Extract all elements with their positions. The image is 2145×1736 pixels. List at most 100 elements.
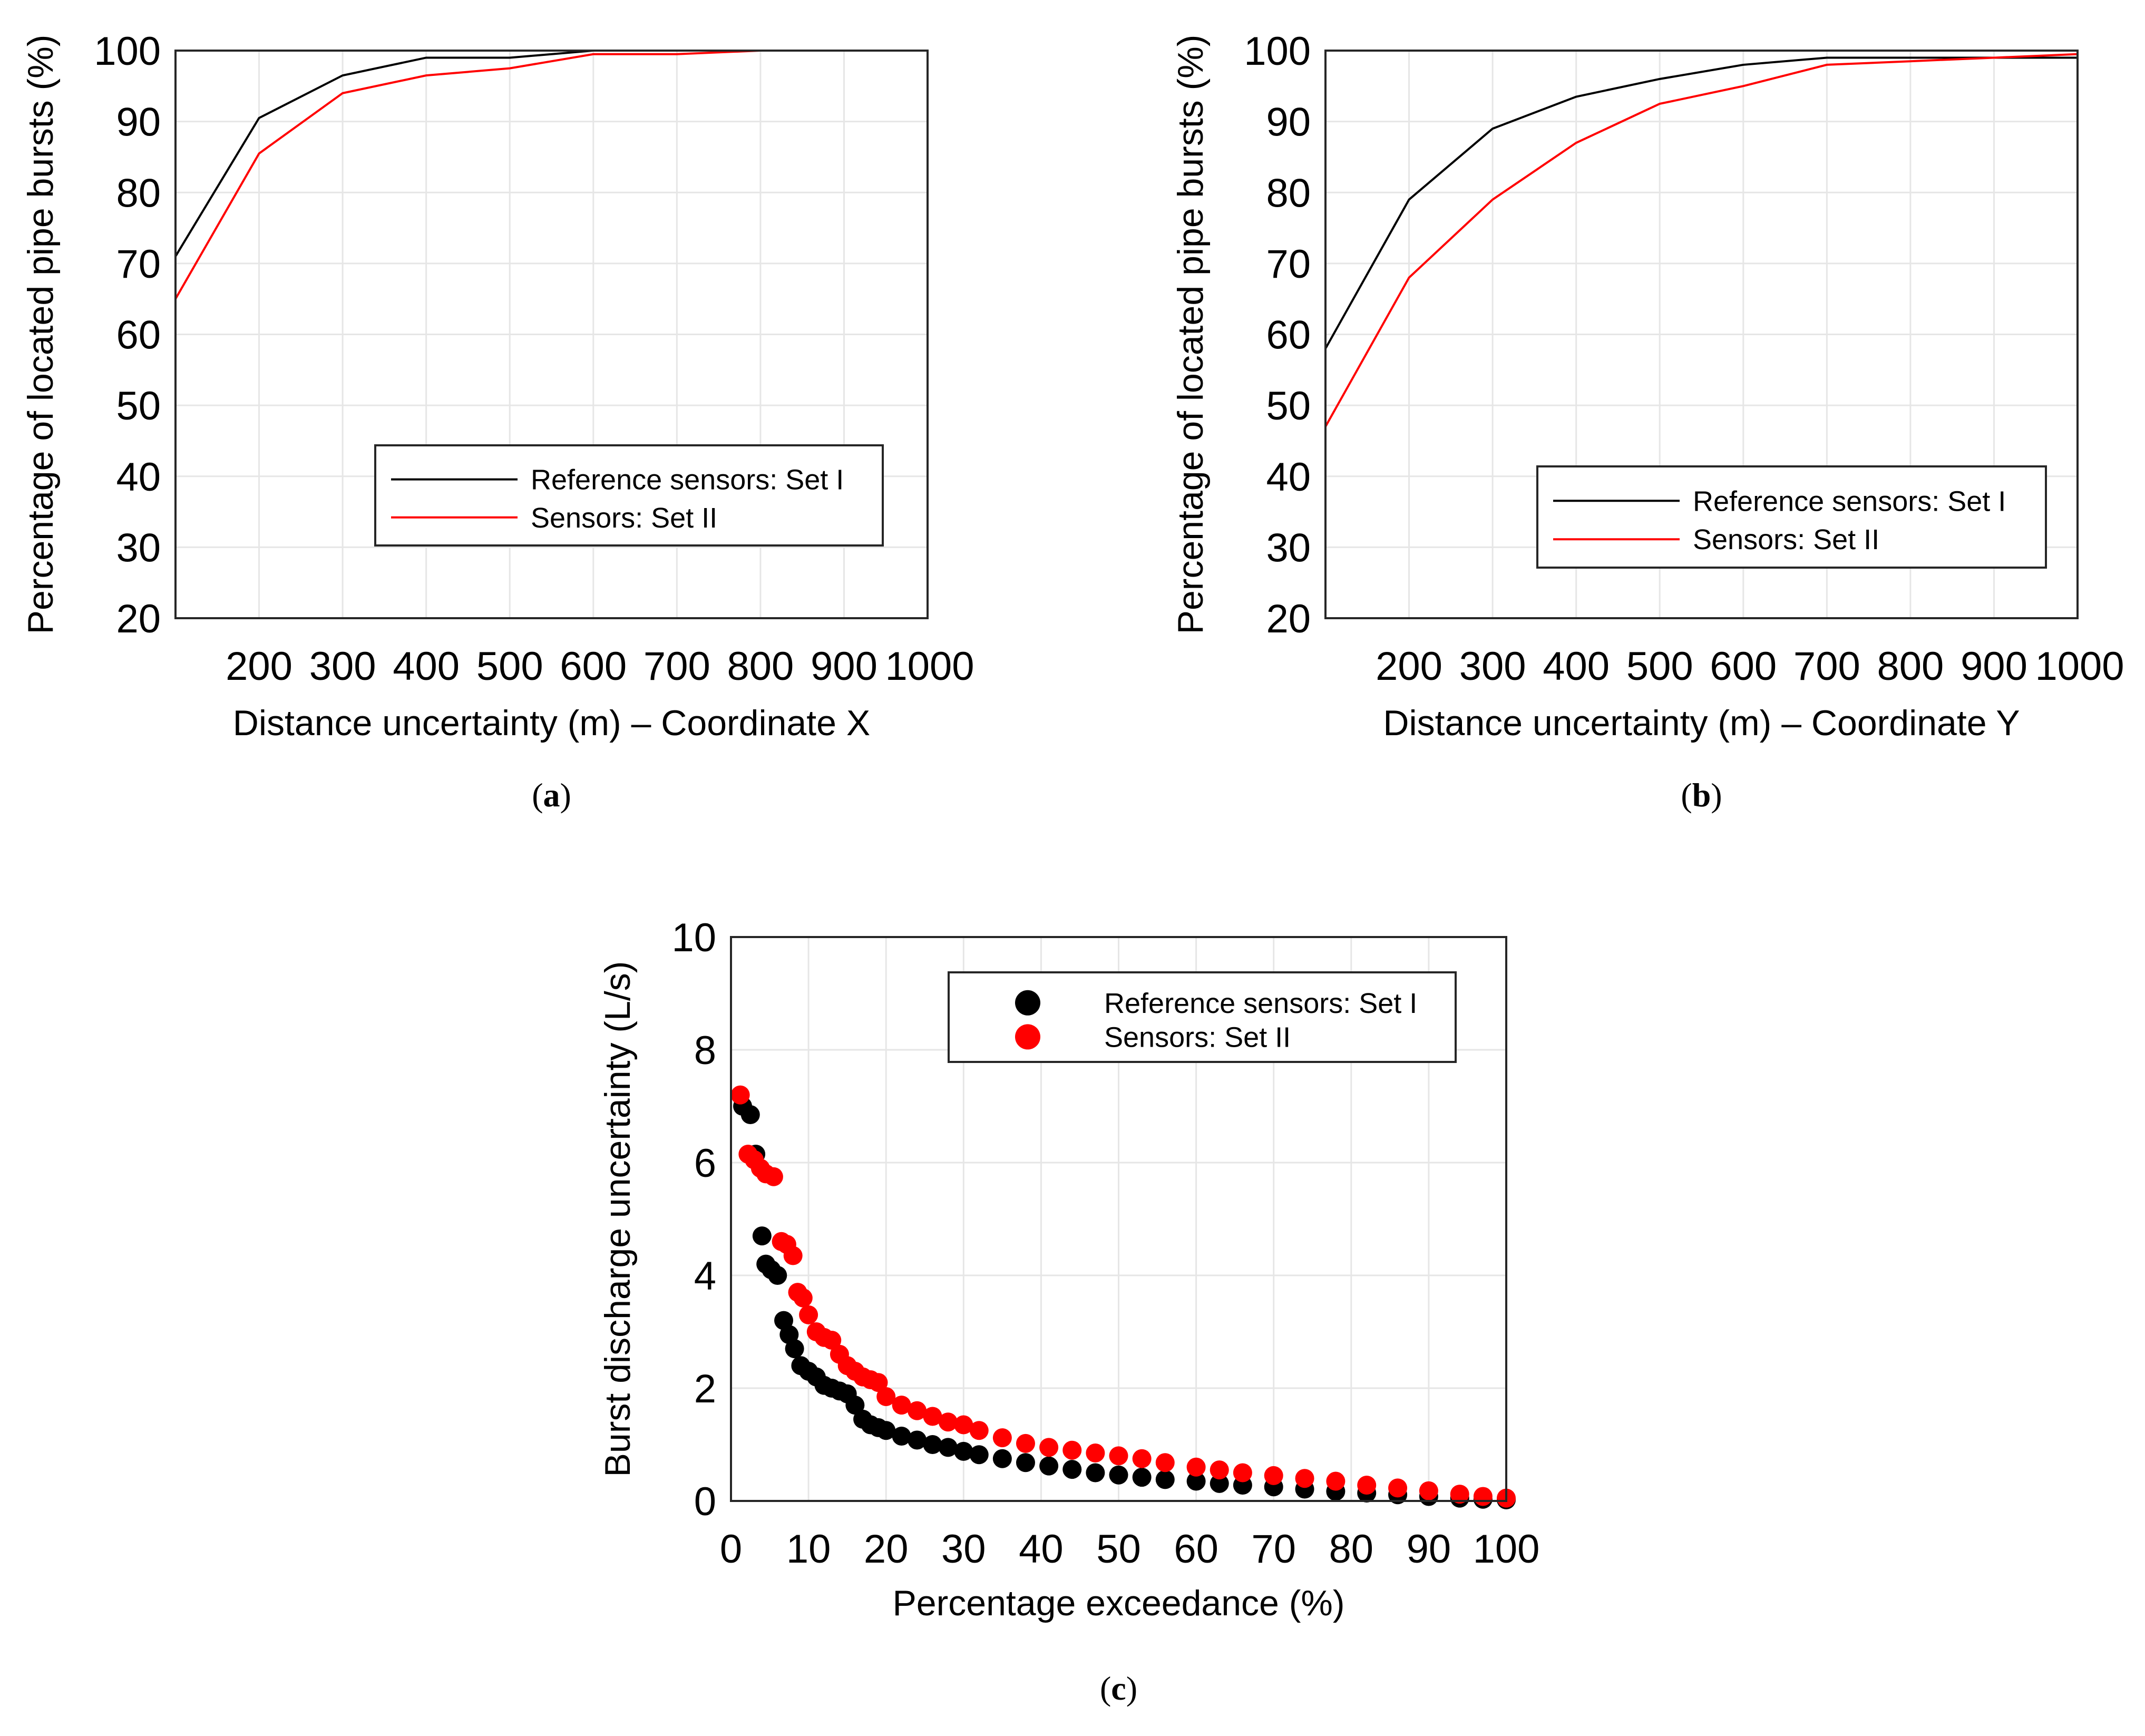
legend-label-set-1: Reference sensors: Set I xyxy=(1104,988,1417,1019)
y-tick-label: 60 xyxy=(116,313,161,358)
plot-frame xyxy=(174,50,929,619)
data-point-set-2 xyxy=(954,1415,973,1435)
data-point-set-1 xyxy=(785,1339,804,1359)
legend-box xyxy=(1536,465,2047,569)
y-tick-label: 70 xyxy=(1266,242,1311,287)
panel-label-close: ) xyxy=(560,776,571,814)
data-point-set-1 xyxy=(752,1226,772,1246)
data-point-set-1 xyxy=(1016,1453,1035,1472)
x-tick-label: 30 xyxy=(941,1527,986,1572)
data-point-set-2 xyxy=(876,1387,896,1407)
data-point-set-2 xyxy=(992,1428,1012,1448)
data-point-set-2 xyxy=(1326,1471,1345,1491)
y-tick-label: 90 xyxy=(1266,100,1311,145)
y-tick-label: 2 xyxy=(694,1367,716,1411)
data-point-set-1 xyxy=(1039,1456,1059,1476)
legend-label-set-2: Sensors: Set II xyxy=(531,502,717,534)
x-tick-label: 1000 xyxy=(2035,644,2124,689)
data-point-set-2 xyxy=(793,1288,813,1308)
series-line-set-1 xyxy=(175,51,928,257)
data-point-set-1 xyxy=(1109,1465,1128,1485)
data-point-set-1 xyxy=(1155,1470,1175,1489)
x-tick-label: 700 xyxy=(643,644,710,689)
data-point-set-1 xyxy=(954,1441,973,1461)
x-tick-label: 600 xyxy=(560,644,627,689)
panel-label-letter: c xyxy=(1111,1670,1126,1707)
x-axis-label: Distance uncertainty (m) – Coordinate Y xyxy=(1383,703,2020,743)
data-point-set-2 xyxy=(1264,1466,1283,1485)
data-point-set-2 xyxy=(1210,1460,1229,1480)
data-point-set-1 xyxy=(908,1430,927,1450)
data-point-set-1 xyxy=(845,1396,865,1415)
x-tick-label: 60 xyxy=(1174,1527,1218,1572)
y-tick-label: 80 xyxy=(116,171,161,216)
data-point-set-2 xyxy=(938,1412,958,1432)
y-tick-label: 20 xyxy=(116,597,161,641)
data-point-set-1 xyxy=(1062,1460,1082,1479)
y-tick-label: 20 xyxy=(1266,597,1311,641)
x-tick-label: 300 xyxy=(1459,644,1526,689)
panel-label-open: ( xyxy=(532,776,543,814)
plot-frame xyxy=(730,936,1507,1502)
x-tick-label: 10 xyxy=(786,1527,831,1572)
panel-label: (a) xyxy=(532,776,571,814)
data-point-set-1 xyxy=(740,1105,760,1125)
x-tick-label: 40 xyxy=(1019,1527,1064,1572)
data-point-set-2 xyxy=(1132,1449,1152,1468)
series-line-set-2 xyxy=(175,51,928,300)
data-point-set-2 xyxy=(869,1373,888,1392)
data-point-set-2 xyxy=(1155,1453,1175,1472)
data-point-set-2 xyxy=(1357,1476,1377,1495)
data-point-set-1 xyxy=(892,1426,911,1446)
x-axis-label: Distance uncertainty (m) – Coordinate X xyxy=(233,703,870,743)
legend-swatch-set-2 xyxy=(1015,1024,1040,1050)
panel-label: (b) xyxy=(1681,776,1722,814)
data-point-set-2 xyxy=(1295,1469,1314,1488)
panel-label-open: ( xyxy=(1100,1670,1111,1707)
data-point-set-2 xyxy=(1419,1481,1438,1500)
series-line-set-1 xyxy=(1325,56,2078,349)
legend-swatch-set-1 xyxy=(1015,990,1040,1016)
data-point-set-2 xyxy=(1039,1438,1059,1457)
data-point-set-1 xyxy=(992,1449,1012,1468)
chart-panel-c: 0 10 20 30 40 50 60 70 80 90 100 0 2 4 6 8 10 Percentage … xyxy=(598,915,1539,1707)
x-tick-label: 200 xyxy=(226,644,292,689)
y-axis-label: Burst discharge uncertainty (L/s) xyxy=(598,961,638,1477)
chart-panel-b: 200 300 400 500 600 700 800 900 1000 20 30 40 50 60 70… xyxy=(1171,29,2124,814)
y-tick-label: 6 xyxy=(694,1141,716,1186)
x-tick-label: 800 xyxy=(727,644,794,689)
data-point-set-2 xyxy=(1450,1485,1469,1504)
x-tick-label: 800 xyxy=(1877,644,1944,689)
data-point-set-1 xyxy=(938,1438,958,1457)
y-tick-label: 60 xyxy=(1266,313,1311,358)
x-tick-label: 20 xyxy=(864,1527,909,1572)
x-tick-label: 1000 xyxy=(885,644,974,689)
y-tick-label: 80 xyxy=(1266,171,1311,216)
data-point-set-2 xyxy=(1086,1444,1105,1463)
data-point-set-1 xyxy=(1086,1463,1105,1483)
data-point-set-1 xyxy=(1210,1474,1229,1493)
y-tick-label: 30 xyxy=(1266,525,1311,570)
panel-label-letter: a xyxy=(543,776,560,814)
series-line-set-2 xyxy=(1325,53,2078,427)
data-point-set-1 xyxy=(876,1421,896,1440)
panel-label: (c) xyxy=(1100,1670,1137,1707)
y-axis-label: Percentage of located pipe bursts (%) xyxy=(21,35,61,635)
legend-box xyxy=(374,444,884,547)
y-tick-label: 40 xyxy=(116,455,161,500)
x-tick-label: 200 xyxy=(1376,644,1442,689)
x-tick-label: 900 xyxy=(1961,644,2027,689)
y-tick-label: 50 xyxy=(1266,384,1311,428)
y-tick-label: 30 xyxy=(116,525,161,570)
y-tick-label: 50 xyxy=(116,384,161,428)
x-tick-label: 600 xyxy=(1710,644,1777,689)
x-tick-label: 90 xyxy=(1407,1527,1451,1572)
x-tick-label: 70 xyxy=(1251,1527,1296,1572)
x-tick-label: 80 xyxy=(1329,1527,1374,1572)
data-point-set-2 xyxy=(730,1085,750,1105)
plot-frame xyxy=(1324,50,2079,619)
data-point-set-2 xyxy=(1233,1463,1252,1483)
panel-label-close: ) xyxy=(1711,776,1722,814)
